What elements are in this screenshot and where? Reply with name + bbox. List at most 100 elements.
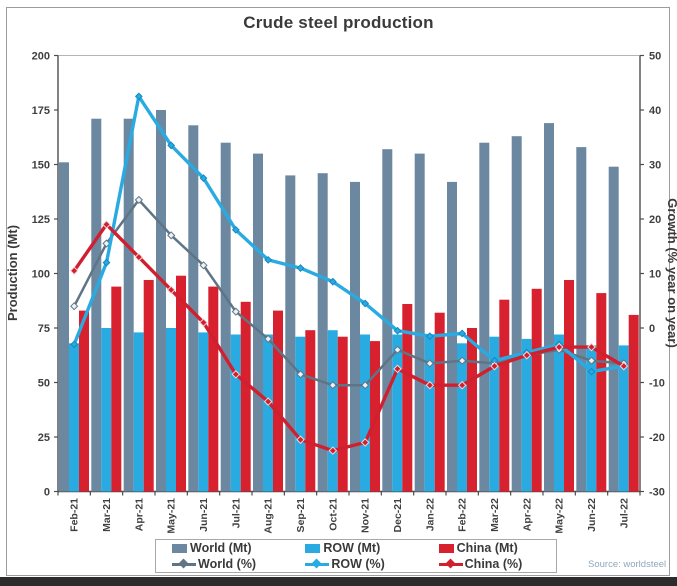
line-series-china-	[69, 220, 629, 455]
marker	[264, 334, 273, 344]
bar	[285, 175, 296, 492]
bar	[467, 328, 477, 492]
bar	[350, 181, 360, 492]
marker	[296, 435, 305, 445]
marker	[102, 258, 111, 267]
bar	[402, 304, 413, 492]
bar	[317, 173, 328, 492]
bar	[424, 334, 435, 492]
legend-item-china-mt: China (Mt)	[423, 541, 556, 555]
left-tick-label: 200	[32, 51, 50, 63]
left-tick-label: 100	[32, 269, 50, 281]
bar	[337, 336, 348, 492]
bar	[531, 288, 542, 492]
category-label: Jun-22	[586, 498, 598, 532]
category-label: Nov-21	[360, 498, 372, 533]
marker	[554, 342, 564, 352]
marker	[522, 350, 532, 360]
bar	[628, 314, 639, 492]
bar	[143, 280, 154, 492]
bar	[208, 286, 219, 492]
bar	[133, 332, 144, 492]
legend-label: ROW (Mt)	[323, 541, 381, 555]
bar	[360, 334, 370, 492]
line-series-row-	[70, 92, 628, 376]
production-bars	[59, 110, 639, 492]
marker	[231, 225, 240, 234]
category-label: Sep-21	[295, 498, 307, 533]
marker	[134, 252, 144, 262]
legend-item-row-pct: ROW (%)	[289, 557, 422, 571]
marker	[393, 364, 402, 374]
bar	[434, 312, 445, 492]
marker	[264, 255, 273, 264]
marker	[361, 381, 370, 390]
bar	[273, 310, 283, 492]
marker	[328, 277, 337, 286]
category-label: Dec-21	[392, 498, 404, 533]
bar	[521, 338, 532, 492]
marker	[619, 361, 629, 371]
chart-title: Crude steel production	[243, 13, 434, 32]
marker	[587, 356, 596, 365]
category-label: Jul-21	[230, 498, 242, 529]
category-label: Aug-21	[263, 498, 275, 534]
bar	[414, 153, 425, 492]
bar	[69, 343, 79, 492]
left-tick-label: 25	[38, 432, 50, 444]
marker	[393, 345, 402, 354]
bar	[554, 334, 564, 492]
legend-item-row-mt: ROW (Mt)	[289, 541, 422, 555]
marker	[328, 446, 338, 455]
bar	[188, 125, 199, 492]
bar	[576, 147, 587, 492]
marker	[199, 318, 208, 327]
legend-item-world-mt: World (Mt)	[156, 541, 289, 555]
row-line-swatch	[305, 558, 330, 569]
category-label: Apr-21	[133, 498, 145, 531]
bar	[499, 299, 510, 492]
marker	[134, 195, 143, 205]
bar	[156, 110, 166, 492]
marker	[328, 381, 337, 390]
marker	[393, 326, 402, 335]
growth-lines	[69, 92, 629, 455]
category-label: Apr-22	[521, 498, 533, 531]
bar	[111, 286, 122, 492]
bar	[564, 280, 574, 492]
marker	[425, 380, 435, 390]
category-label: May-22	[554, 498, 566, 534]
category-label: Mar-21	[101, 498, 113, 532]
category-label: Mar-22	[489, 498, 501, 532]
bar	[457, 343, 467, 492]
bar-series-china-mt-	[79, 275, 639, 492]
source-credit: Source: worldsteel	[588, 559, 667, 570]
right-tick-label: 20	[649, 214, 661, 226]
world-line-swatch	[172, 558, 196, 569]
marker	[167, 141, 176, 150]
right-tick-label: 50	[649, 51, 661, 63]
legend-item-china-pct: China (%)	[423, 557, 556, 571]
marker	[231, 370, 241, 379]
bar	[79, 310, 89, 492]
right-tick-label: 30	[649, 160, 661, 172]
bar-series-row-mt-	[69, 328, 629, 492]
frame-border	[6, 7, 670, 576]
bar	[305, 330, 316, 492]
marker	[70, 302, 79, 311]
left-axis-title: Production (Mt)	[5, 225, 20, 321]
legend-item-world-pct: World (%)	[156, 557, 289, 571]
legend-label: World (Mt)	[190, 541, 252, 555]
legend: World (Mt) ROW (Mt) China (Mt) World (%)…	[155, 539, 557, 573]
marker	[231, 307, 240, 316]
right-tick-label: -30	[649, 487, 665, 499]
right-axis-title: Growth (% year on year)	[665, 198, 677, 348]
bar	[101, 328, 112, 492]
left-tick-label: 125	[32, 214, 50, 226]
bar	[295, 336, 306, 492]
marker	[587, 367, 596, 376]
bar	[327, 330, 338, 492]
bar	[220, 142, 231, 492]
bar	[479, 142, 490, 492]
